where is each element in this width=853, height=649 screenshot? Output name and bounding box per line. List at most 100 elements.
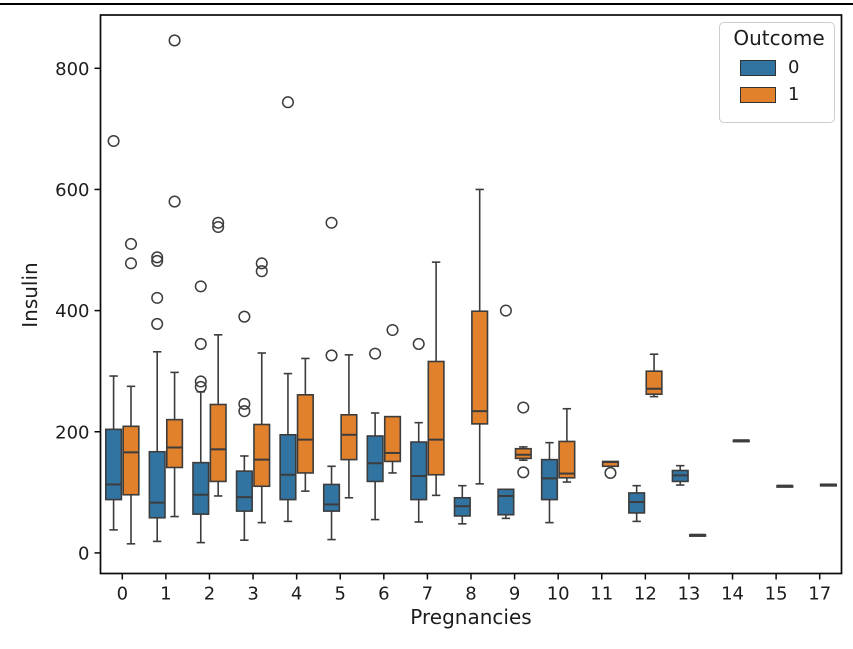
- legend-item-outcome-1: 1: [732, 86, 826, 104]
- outlier-marker: [194, 380, 207, 393]
- box-outcome0-preg0: [104, 134, 123, 531]
- outlier-marker: [412, 337, 425, 350]
- outlier-marker: [124, 237, 138, 251]
- x-tick-label: 17: [808, 584, 831, 605]
- outlier-marker: [604, 466, 617, 479]
- y-tick-label: 600: [55, 180, 89, 201]
- x-tick-label: 6: [378, 584, 389, 605]
- box-outcome1-preg3: [253, 257, 271, 524]
- y-tick-label: 800: [55, 59, 89, 80]
- legend-item-outcome-0: 0: [732, 59, 826, 77]
- box-outcome1-preg15: [776, 484, 794, 488]
- box-outcome0-preg3: [235, 310, 253, 541]
- outlier-marker: [369, 347, 382, 360]
- outlier-marker: [124, 257, 138, 270]
- x-tick-label: 10: [547, 584, 570, 605]
- box-outcome0-preg8: [453, 484, 471, 525]
- outlier-marker: [386, 323, 399, 337]
- box-outcome0-preg4: [279, 96, 297, 523]
- box-rect: [253, 423, 271, 488]
- box-outcome0-preg13: [671, 464, 689, 486]
- outlier-marker: [238, 397, 251, 410]
- box-rect: [296, 394, 314, 474]
- x-tick-label: 9: [509, 584, 520, 605]
- box-outcome0-preg5: [322, 216, 341, 541]
- outlier-marker: [151, 254, 164, 267]
- box-outcome0-preg2: [192, 280, 210, 544]
- box-outcome1-preg8: [471, 188, 489, 485]
- outlier-marker: [168, 34, 181, 47]
- box-outcome0-preg7: [410, 337, 428, 523]
- x-tick-label: 12: [634, 584, 657, 605]
- x-tick-label: 3: [247, 584, 258, 605]
- outlier-marker: [151, 251, 164, 264]
- legend: Outcome 0 1: [719, 22, 835, 123]
- box-outcome1-preg6: [383, 323, 402, 474]
- box-outcome0-preg10: [540, 441, 559, 524]
- outlier-marker: [238, 310, 251, 323]
- legend-swatch-outcome-1: [740, 87, 776, 103]
- box-rect: [645, 370, 663, 395]
- box-outcome1-preg10: [558, 407, 576, 483]
- outlier-marker: [194, 375, 207, 388]
- y-tick-label: 400: [55, 301, 89, 322]
- outlier-marker: [212, 216, 225, 229]
- outlier-marker: [255, 265, 268, 278]
- box-rect: [209, 403, 227, 483]
- box-outcome1-preg17: [819, 483, 838, 487]
- box-outcome0-preg1: [148, 251, 166, 543]
- box-rect: [165, 418, 184, 469]
- box-rect: [148, 450, 166, 519]
- outlier-marker: [151, 317, 164, 330]
- box-rect: [383, 415, 402, 463]
- outlier-marker: [151, 291, 164, 304]
- box-rect: [410, 441, 428, 501]
- x-tick-label: 14: [721, 584, 744, 605]
- box-outcome1-preg14: [732, 439, 750, 443]
- box-rect: [366, 435, 384, 483]
- y-tick-label: 200: [55, 422, 89, 443]
- box-outcome0-preg9: [497, 304, 515, 520]
- box-outcome1-preg7: [427, 261, 445, 497]
- x-tick-label: 4: [291, 584, 302, 605]
- outlier-marker: [255, 257, 268, 270]
- x-tick-label: 7: [422, 584, 433, 605]
- legend-label-outcome-1: 1: [788, 84, 800, 105]
- x-tick-label: 15: [765, 584, 788, 605]
- box-rect: [340, 413, 358, 461]
- window-top-border: [0, 3, 853, 5]
- box-outcome1-preg4: [296, 357, 314, 492]
- outlier-marker: [107, 134, 120, 148]
- box-outcome1-preg1: [165, 34, 184, 518]
- outlier-marker: [325, 349, 338, 362]
- box-outcome1-preg11: [601, 460, 620, 479]
- box-rect: [558, 440, 576, 479]
- box-rect: [235, 470, 253, 512]
- box-rect: [104, 428, 123, 501]
- box-outcome1-preg12: [645, 353, 663, 398]
- box-outcome1-preg9: [514, 401, 532, 479]
- box-rect: [471, 310, 489, 425]
- x-tick-label: 0: [117, 584, 128, 605]
- x-tick-label: 11: [590, 584, 613, 605]
- outlier-marker: [212, 220, 225, 234]
- box-rect: [192, 461, 210, 515]
- box-outcome0-preg6: [366, 347, 384, 521]
- legend-swatch-outcome-0: [740, 60, 776, 76]
- outlier-marker: [281, 96, 294, 109]
- outlier-marker: [194, 337, 207, 350]
- x-tick-label: 1: [160, 584, 171, 605]
- box-outcome1-preg13: [689, 533, 707, 537]
- box-outcome1-preg2: [209, 216, 227, 497]
- x-axis-label: Pregnancies: [410, 605, 532, 629]
- box-rect: [540, 458, 559, 501]
- outlier-marker: [168, 195, 181, 208]
- outlier-marker: [517, 401, 530, 414]
- outlier-marker: [499, 304, 512, 317]
- x-tick-label: 8: [465, 584, 476, 605]
- x-tick-label: 2: [204, 584, 215, 605]
- outlier-marker: [517, 466, 530, 479]
- outlier-marker: [325, 216, 338, 229]
- box-outcome0-preg12: [628, 484, 646, 523]
